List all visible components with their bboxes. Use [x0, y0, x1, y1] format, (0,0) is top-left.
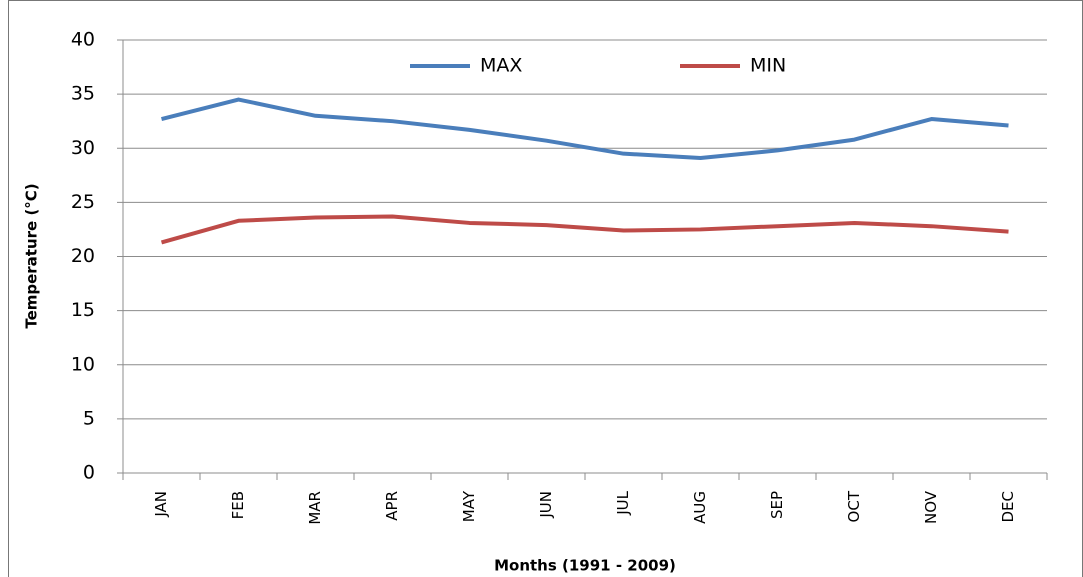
legend-label: MIN: [750, 55, 786, 77]
line-series: [160, 214, 1009, 245]
y-tick-label: 5: [83, 407, 95, 429]
y-tick-label: 0: [83, 462, 95, 484]
x-tick-label: APR: [383, 491, 401, 521]
y-tick-label: 20: [71, 245, 95, 267]
x-tick-label: MAR: [306, 491, 324, 525]
x-tick-label: AUG: [691, 491, 709, 524]
x-tick-label: MAY: [460, 490, 478, 522]
y-tick-label: 25: [71, 191, 95, 213]
x-tick-label: OCT: [845, 490, 863, 522]
line-series: [161, 97, 1009, 160]
x-axis-title: Months (1991 - 2009): [494, 557, 676, 575]
y-axis-title: Temperature (°C): [23, 183, 41, 328]
y-tick-label: 30: [71, 137, 95, 159]
x-tick-label: SEP: [768, 491, 786, 519]
x-tick-label: JUN: [537, 491, 555, 519]
y-tick-label: 35: [71, 83, 95, 105]
x-tick-label: JAN: [152, 491, 170, 518]
chart-border: [8, 0, 1083, 577]
y-tick-label: 10: [71, 353, 95, 375]
y-tick-label: 15: [71, 299, 95, 321]
x-tick-label: JUL: [614, 490, 632, 515]
y-tick-label: 40: [71, 29, 95, 51]
x-tick-label: NOV: [922, 490, 940, 524]
x-tick-label: DEC: [999, 491, 1017, 523]
x-tick-label: FEB: [229, 491, 247, 519]
legend-label: MAX: [480, 55, 522, 77]
